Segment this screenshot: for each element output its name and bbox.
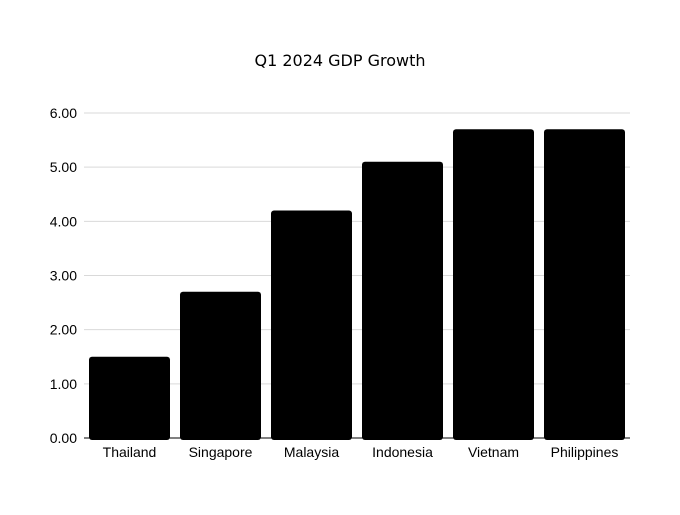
grid-layer — [84, 112, 630, 439]
bar-indonesia — [362, 161, 443, 440]
x-tick-label: Vietnam — [468, 444, 519, 460]
x-axis: Thailand Singapore Malaysia Indonesia Vietna… — [103, 444, 619, 460]
y-tick-label: 3.00 — [50, 268, 77, 284]
y-tick-label: 2.00 — [50, 322, 77, 338]
bar-singapore — [180, 291, 261, 440]
bar-philippines — [544, 129, 625, 440]
bar-malaysia — [271, 210, 352, 440]
x-tick-label: Thailand — [103, 444, 157, 460]
y-axis: 0.00 1.00 2.00 3.00 4.00 5.00 6.00 — [50, 105, 77, 446]
x-tick-label: Indonesia — [372, 444, 433, 460]
bar-vietnam — [453, 129, 534, 440]
bar-thailand — [89, 356, 170, 440]
x-tick-label: Singapore — [189, 444, 253, 460]
chart-title: Q1 2024 GDP Growth — [254, 51, 425, 70]
y-tick-label: 4.00 — [50, 213, 77, 229]
x-tick-label: Malaysia — [284, 444, 339, 460]
bar-layer — [89, 129, 625, 440]
x-tick-label: Philippines — [551, 444, 619, 460]
y-tick-label: 6.00 — [50, 105, 77, 121]
y-tick-label: 0.00 — [50, 430, 77, 446]
y-tick-label: 1.00 — [50, 376, 77, 392]
y-tick-label: 5.00 — [50, 159, 77, 175]
